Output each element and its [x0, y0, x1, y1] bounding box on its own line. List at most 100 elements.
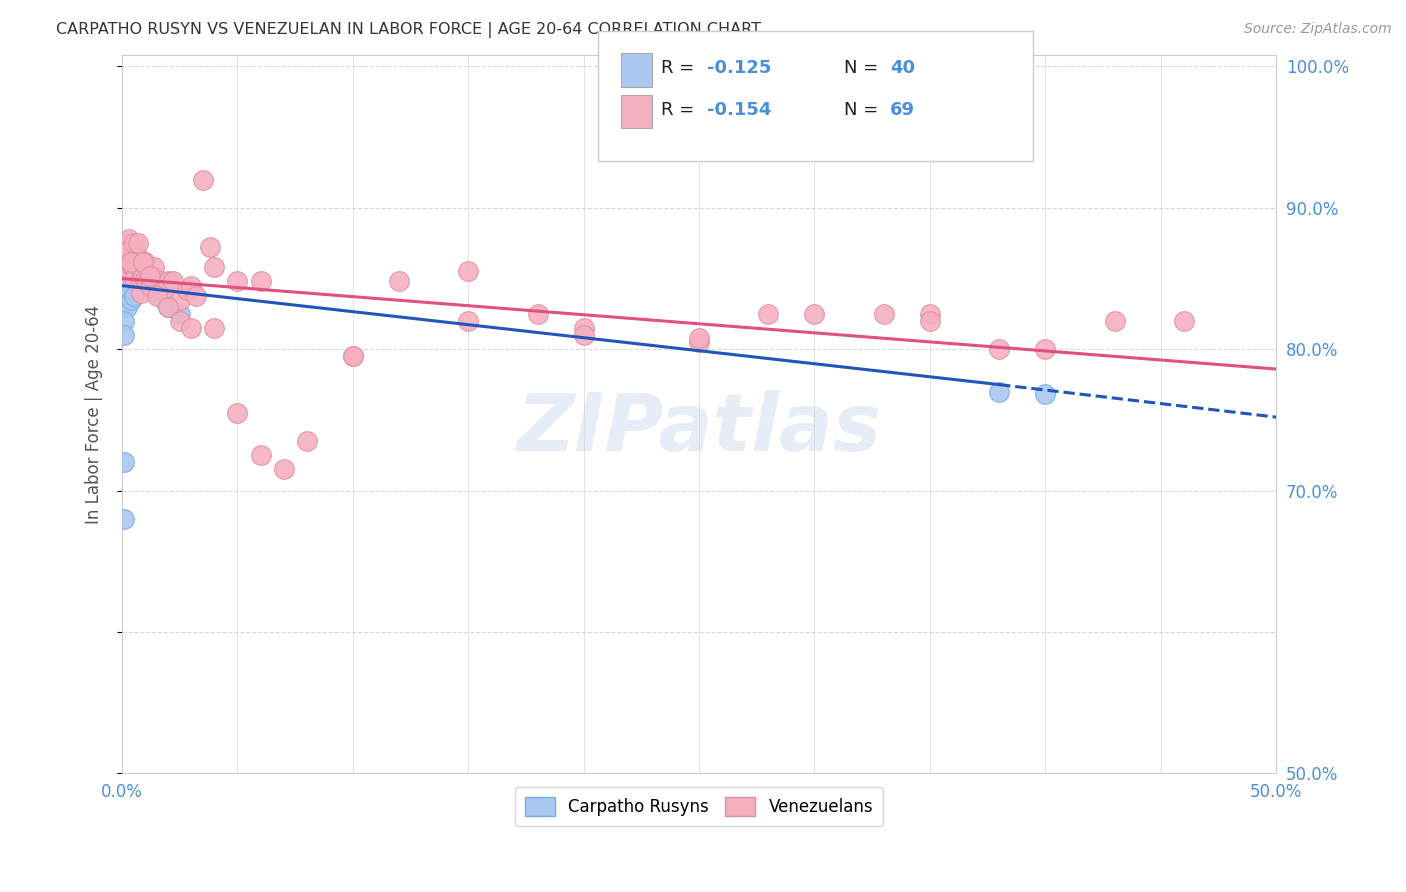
- Point: [139, 278, 162, 293]
- Point: [127, 236, 149, 251]
- Point: [122, 288, 145, 302]
- Point: [112, 278, 135, 293]
- Point: [120, 293, 142, 307]
- Point: [988, 384, 1011, 399]
- Point: [129, 271, 152, 285]
- Point: [202, 260, 225, 275]
- Point: [129, 285, 152, 300]
- Point: [169, 293, 191, 307]
- Point: [122, 257, 145, 271]
- Point: [112, 257, 135, 271]
- Point: [118, 278, 141, 293]
- Point: [132, 278, 155, 293]
- Text: ZIPatlas: ZIPatlas: [516, 390, 882, 467]
- Point: [136, 274, 159, 288]
- Point: [118, 244, 141, 258]
- Point: [120, 257, 142, 271]
- Point: [249, 448, 271, 462]
- Point: [112, 254, 135, 268]
- Point: [148, 283, 170, 297]
- Text: Source: ZipAtlas.com: Source: ZipAtlas.com: [1244, 22, 1392, 37]
- Point: [125, 257, 148, 271]
- Point: [388, 274, 411, 288]
- Point: [132, 268, 155, 283]
- Point: [145, 285, 167, 300]
- Point: [118, 232, 141, 246]
- Point: [572, 328, 595, 343]
- Point: [249, 274, 271, 288]
- Point: [125, 264, 148, 278]
- Text: R =: R =: [661, 59, 700, 77]
- Point: [169, 314, 191, 328]
- Point: [115, 264, 138, 278]
- Point: [180, 278, 202, 293]
- Point: [139, 278, 162, 293]
- Point: [157, 300, 180, 314]
- Point: [132, 260, 155, 275]
- Point: [150, 274, 173, 288]
- Point: [226, 274, 249, 288]
- Point: [139, 268, 162, 283]
- Point: [202, 321, 225, 335]
- Text: R =: R =: [661, 101, 700, 119]
- Point: [162, 274, 184, 288]
- Point: [141, 268, 163, 283]
- Point: [198, 240, 221, 254]
- Point: [145, 288, 167, 302]
- Point: [143, 260, 166, 275]
- Point: [191, 172, 214, 186]
- Point: [988, 343, 1011, 357]
- Point: [526, 307, 548, 321]
- Text: 69: 69: [890, 101, 915, 119]
- Y-axis label: In Labor Force | Age 20-64: In Labor Force | Age 20-64: [86, 305, 103, 524]
- Text: CARPATHO RUSYN VS VENEZUELAN IN LABOR FORCE | AGE 20-64 CORRELATION CHART: CARPATHO RUSYN VS VENEZUELAN IN LABOR FO…: [56, 22, 761, 38]
- Point: [184, 288, 207, 302]
- Point: [145, 274, 167, 288]
- Point: [226, 406, 249, 420]
- Point: [120, 276, 142, 290]
- Point: [688, 331, 710, 345]
- Point: [295, 434, 318, 449]
- Point: [112, 288, 135, 302]
- Point: [152, 283, 174, 297]
- Point: [457, 264, 479, 278]
- Text: -0.125: -0.125: [707, 59, 772, 77]
- Point: [120, 268, 142, 282]
- Point: [132, 254, 155, 268]
- Point: [157, 274, 180, 288]
- Point: [118, 283, 141, 297]
- Point: [918, 314, 941, 328]
- Point: [112, 512, 135, 526]
- Point: [1033, 343, 1056, 357]
- Point: [873, 307, 896, 321]
- Point: [122, 271, 145, 285]
- Point: [918, 307, 941, 321]
- Legend: Carpatho Rusyns, Venezuelans: Carpatho Rusyns, Venezuelans: [515, 787, 883, 826]
- Point: [572, 321, 595, 335]
- Point: [176, 283, 198, 297]
- Point: [342, 349, 364, 363]
- Point: [122, 246, 145, 260]
- Point: [756, 307, 779, 321]
- Point: [169, 307, 191, 321]
- Point: [134, 254, 156, 268]
- Point: [457, 314, 479, 328]
- Point: [118, 257, 141, 271]
- Point: [342, 349, 364, 363]
- Point: [152, 293, 174, 307]
- Point: [120, 257, 142, 271]
- Point: [120, 254, 142, 268]
- Point: [118, 260, 141, 275]
- Point: [125, 274, 148, 288]
- Point: [180, 321, 202, 335]
- Point: [134, 278, 156, 293]
- Point: [112, 236, 135, 251]
- Point: [115, 244, 138, 258]
- Point: [127, 271, 149, 285]
- Point: [112, 455, 135, 469]
- Point: [127, 250, 149, 264]
- Point: [115, 300, 138, 314]
- Point: [122, 236, 145, 251]
- Point: [134, 268, 156, 283]
- Text: -0.154: -0.154: [707, 101, 772, 119]
